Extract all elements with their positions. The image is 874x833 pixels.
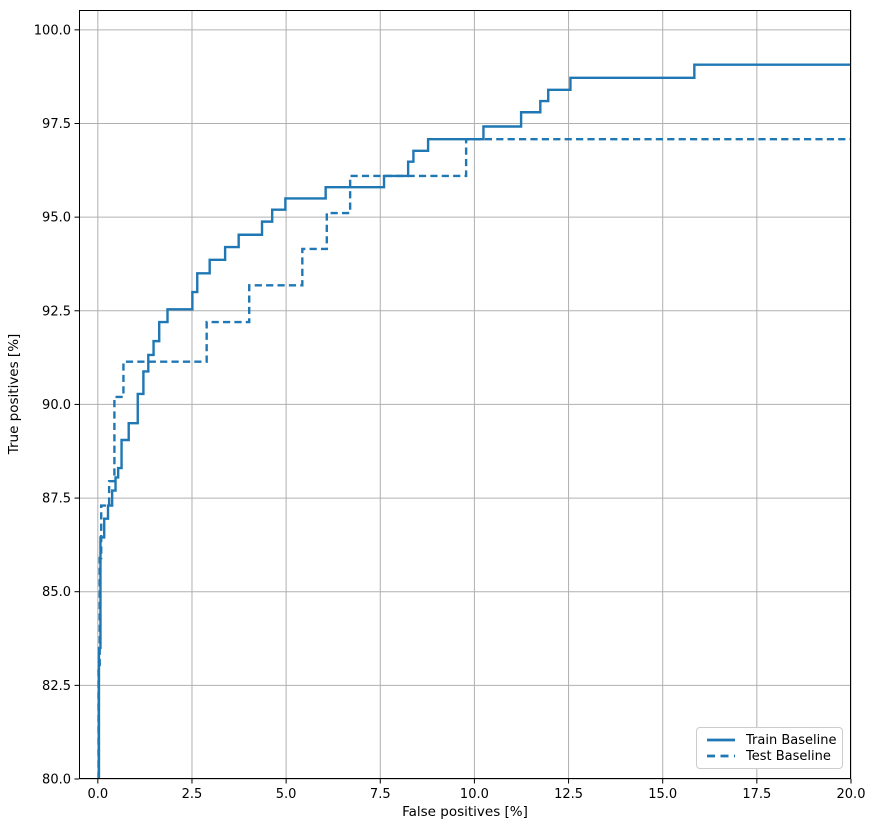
x-tick-label: 17.5 [742, 787, 771, 802]
x-tick-label: 20.0 [837, 787, 866, 802]
y-tick-label: 100.0 [34, 23, 71, 38]
train-baseline-line-sample-icon [707, 738, 735, 742]
legend-label-test-baseline: Test Baseline [746, 748, 831, 764]
x-tick-label: 0.0 [87, 787, 108, 802]
y-axis-label: True positives [%] [6, 333, 22, 455]
test-baseline-curve [97, 138, 851, 779]
y-tick-label: 95.0 [42, 211, 71, 226]
x-tick-label: 5.0 [276, 787, 297, 802]
legend-item-train-baseline: Train Baseline [706, 732, 837, 748]
axes-spines [79, 10, 851, 779]
y-tick-label: 82.5 [42, 679, 71, 694]
x-tick-label: 12.5 [554, 787, 583, 802]
y-tick-label: 85.0 [42, 585, 71, 600]
legend-item-test-baseline: Test Baseline [706, 748, 834, 764]
y-tick-label: 80.0 [42, 773, 71, 788]
x-tick-label: 15.0 [648, 787, 677, 802]
y-tick-label: 97.5 [42, 117, 71, 132]
x-tick-label: 7.5 [370, 787, 391, 802]
y-tick-label: 90.0 [42, 398, 71, 413]
train-baseline-curve [97, 63, 851, 779]
legend-label-train-baseline: Train Baseline [746, 732, 837, 748]
x-tick-label: 10.0 [460, 787, 489, 802]
test-baseline-line-sample-icon [707, 754, 735, 758]
x-tick-label: 2.5 [182, 787, 203, 802]
y-tick-label: 92.5 [42, 304, 71, 319]
x-axis-label: False positives [%] [402, 804, 528, 820]
legend: Train Baseline Test Baseline [696, 727, 843, 769]
y-tick-label: 87.5 [42, 492, 71, 507]
